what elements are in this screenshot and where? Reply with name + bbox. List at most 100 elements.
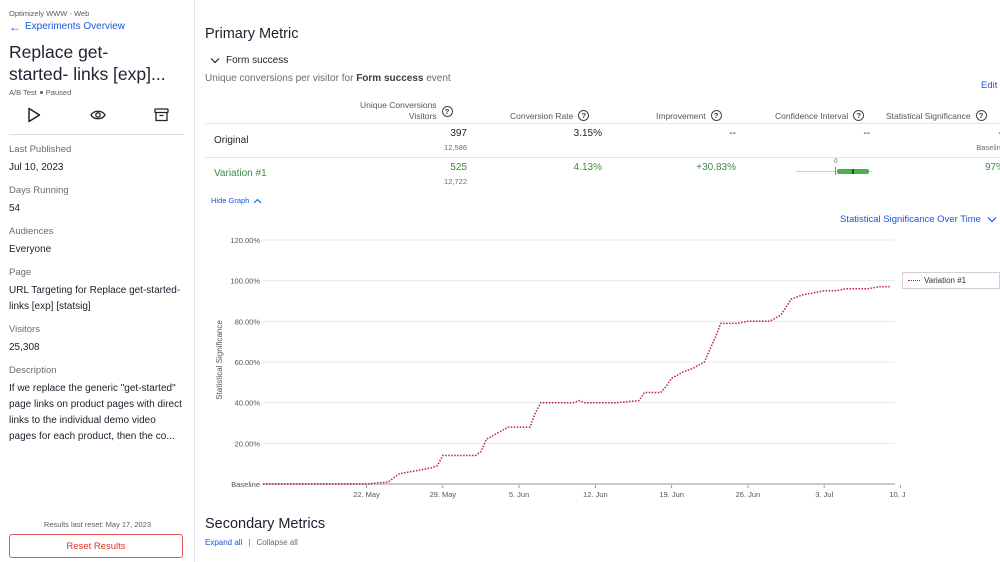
row-variation-visitors: 12,722 [444,177,467,186]
eye-icon [89,110,106,120]
y-tick-label: Baseline [231,480,260,489]
chart-type-dropdown[interactable]: Statistical Significance Over Time [840,214,997,225]
row-original-visitors: 12,586 [444,143,467,152]
field-value-last-published: Jul 10, 2023 [9,162,64,173]
experiment-title: Replace get- started- links [exp]... [9,41,185,85]
col-header-conversions-label: Unique Conversions Visitors [360,100,437,122]
row-original-confidence: -- [863,128,870,139]
col-header-conversions-line1: Unique Conversions [360,100,437,110]
x-tick-label: 10. Jul [889,490,905,499]
col-header-improvement: Improvement ? [656,110,722,121]
x-tick-label: 5. Jun [509,490,529,499]
results-reset-info: Results last reset: May 17, 2023 [43,520,152,529]
help-icon[interactable]: ? [975,110,987,121]
legend-swatch [908,280,920,281]
field-label-last-published: Last Published [9,144,72,155]
significance-chart: Statistical Significance Baseline 20.00% 4… [215,236,905,499]
x-tick-label: 3. Jul [815,490,833,499]
metric-desc-prefix: Unique conversions per visitor for [205,73,357,84]
row-variation-name[interactable]: Variation #1 [214,168,267,179]
chevron-down-icon [987,217,997,223]
col-header-conversion-rate: Conversion Rate ? [510,110,590,121]
col-header-confidence: Confidence Interval ? [775,110,865,121]
experiment-meta: A/B Test Paused [9,88,185,97]
y-tick-label: 40.00% [235,399,261,408]
field-label-page: Page [9,267,32,278]
field-value-audiences: Everyone [9,244,52,255]
back-link-label: Experiments Overview [25,21,126,32]
experiment-type: A/B Test [9,88,37,97]
experiment-title-line1: Replace get- [9,42,109,62]
row-variation-rate: 4.13% [573,162,602,173]
confidence-point [852,169,854,174]
metric-description: Unique conversions per visitor for Form … [205,73,451,84]
separator: | [248,538,251,547]
help-icon[interactable]: ? [710,110,722,121]
row-original-conversions: 397 [450,128,467,139]
metric-desc-suffix: event [423,73,451,84]
primary-metric-heading: Primary Metric [205,26,299,42]
col-header-significance-label: Statistical Significance [886,110,971,121]
separator-dot-icon [39,91,43,94]
y-tick-label: 120.00% [230,236,260,245]
series-line-variation-1[interactable] [263,286,890,485]
experiment-status: Paused [45,88,72,97]
field-value-page: URL Targeting for Replace get-started- l… [9,285,181,312]
archive-icon [154,108,169,122]
y-tick-label: 80.00% [235,317,261,326]
expand-all-link[interactable]: Expand all [205,538,243,547]
table-divider [205,123,1000,124]
experiment-actions [9,106,185,124]
row-original-name: Original [214,135,249,146]
preview-button[interactable] [89,109,106,121]
archive-button[interactable] [154,108,169,122]
field-value-visitors: 25,308 [9,342,40,353]
field-value-description: If we replace the generic "get-started" … [9,383,182,442]
play-icon [28,107,41,123]
y-tick-label: 20.00% [235,439,261,448]
row-variation-conversions: 525 [450,162,467,173]
y-tick-label: 100.00% [230,277,260,286]
x-tick-label: 12. Jun [583,490,608,499]
reset-results-button[interactable]: Reset Results [9,534,183,558]
hide-graph-toggle[interactable]: Hide Graph [211,196,262,205]
field-value-days-running: 54 [9,203,21,214]
metric-name: Form success [226,55,289,66]
chevron-up-icon [253,198,262,203]
row-original-significance: -- [998,128,1000,139]
field-label-days-running: Days Running [9,185,69,196]
help-icon[interactable]: ? [441,105,453,117]
col-header-improvement-label: Improvement [656,110,706,121]
confidence-zero-label: 0 [834,158,838,165]
row-variation-significance: 97% [984,162,1000,173]
metric-desc-event: Form success [356,73,424,84]
help-icon[interactable]: ? [578,110,590,121]
help-icon[interactable]: ? [853,110,865,121]
project-name: Optimizely WWW - Web [9,9,90,18]
hide-graph-label: Hide Graph [211,196,250,205]
y-tick-label: 60.00% [235,358,261,367]
row-original-baseline: Baseline [976,143,1000,152]
sidebar-divider [9,134,184,135]
x-tick-label: 26. Jun [736,490,761,499]
col-header-conversion-rate-label: Conversion Rate [510,110,574,121]
play-button[interactable] [27,107,41,123]
confidence-zero-tick [835,167,836,175]
edit-metric-link[interactable]: Edit [981,80,998,91]
confidence-interval-bar: 0 [796,158,872,178]
y-axis-title: Statistical Significance [215,320,224,400]
main-content: Primary Metric Form success Unique conve… [205,0,1000,562]
x-tick-label: 22. May [353,490,380,499]
chevron-down-icon [210,58,220,64]
back-to-experiments-link[interactable]: ← Experiments Overview [9,19,185,34]
row-variation-improvement: +30.83% [696,162,736,173]
metric-toggle[interactable]: Form success [210,55,288,66]
field-label-visitors: Visitors [9,324,40,335]
experiment-title-line2: started- links [exp]... [9,64,166,84]
secondary-metrics-heading: Secondary Metrics [205,516,326,532]
col-header-significance: Statistical Significance ? [886,110,987,121]
chart-legend[interactable]: Variation #1 [902,272,1000,289]
arrow-left-icon: ← [9,19,21,34]
col-header-conversions-line2: Visitors [408,111,437,121]
collapse-all-link[interactable]: Collapse all [256,538,298,547]
